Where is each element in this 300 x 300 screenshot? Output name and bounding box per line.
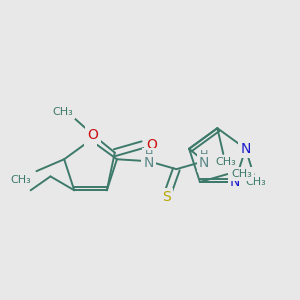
Text: CH₃: CH₃	[11, 175, 32, 185]
Text: H: H	[200, 150, 208, 160]
Text: H: H	[145, 150, 153, 160]
Text: CH₃: CH₃	[245, 178, 266, 188]
Text: N: N	[199, 156, 209, 170]
Text: O: O	[88, 128, 98, 142]
Text: S: S	[86, 133, 95, 147]
Text: CH₃: CH₃	[232, 169, 252, 179]
Text: N: N	[230, 175, 240, 189]
Text: N: N	[143, 156, 154, 170]
Text: S: S	[162, 190, 171, 204]
Text: CH₃: CH₃	[215, 157, 236, 167]
Text: CH₃: CH₃	[52, 107, 73, 117]
Text: N: N	[241, 142, 251, 156]
Text: O: O	[146, 138, 158, 152]
